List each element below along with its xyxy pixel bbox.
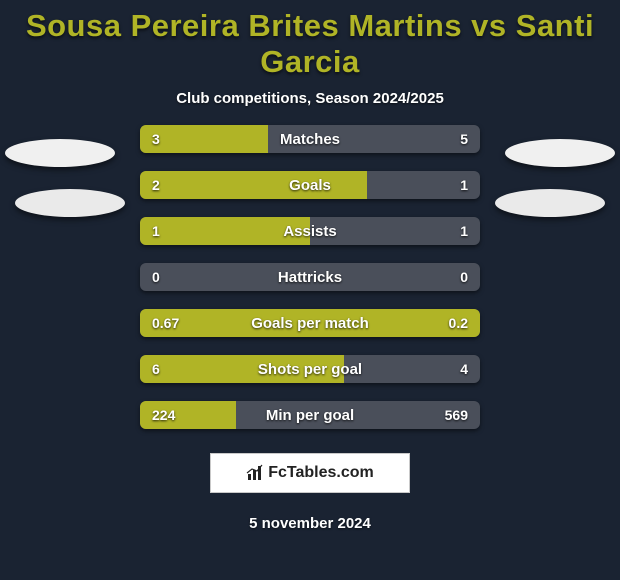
- fctables-logo[interactable]: FcTables.com: [210, 453, 410, 493]
- stat-bars-container: 35Matches 21Goals 11Assists 00Hattricks 0.67…: [140, 125, 480, 429]
- stat-row: 0.670.2Goals per match: [140, 309, 480, 337]
- stat-label: Matches: [140, 125, 480, 153]
- player-left-ellipse-1: [5, 139, 115, 167]
- player-right-ellipse-2: [495, 189, 605, 217]
- stat-row: 21Goals: [140, 171, 480, 199]
- player-right-ellipse-1: [505, 139, 615, 167]
- stat-label: Hattricks: [140, 263, 480, 291]
- stat-row: 11Assists: [140, 217, 480, 245]
- comparison-date: 5 november 2024: [0, 493, 620, 532]
- stat-label: Goals: [140, 171, 480, 199]
- stat-label: Min per goal: [140, 401, 480, 429]
- stat-row: 64Shots per goal: [140, 355, 480, 383]
- stat-row: 00Hattricks: [140, 263, 480, 291]
- stat-label: Shots per goal: [140, 355, 480, 383]
- stat-row: 224569Min per goal: [140, 401, 480, 429]
- stat-row: 35Matches: [140, 125, 480, 153]
- stat-label: Assists: [140, 217, 480, 245]
- stats-area: 35Matches 21Goals 11Assists 00Hattricks 0.67…: [0, 125, 620, 429]
- chart-icon: [246, 464, 264, 482]
- stat-label: Goals per match: [140, 309, 480, 337]
- comparison-title: Sousa Pereira Brites Martins vs Santi Ga…: [0, 0, 620, 82]
- logo-text: FcTables.com: [268, 464, 374, 482]
- player-left-ellipse-2: [15, 189, 125, 217]
- comparison-subtitle: Club competitions, Season 2024/2025: [0, 82, 620, 125]
